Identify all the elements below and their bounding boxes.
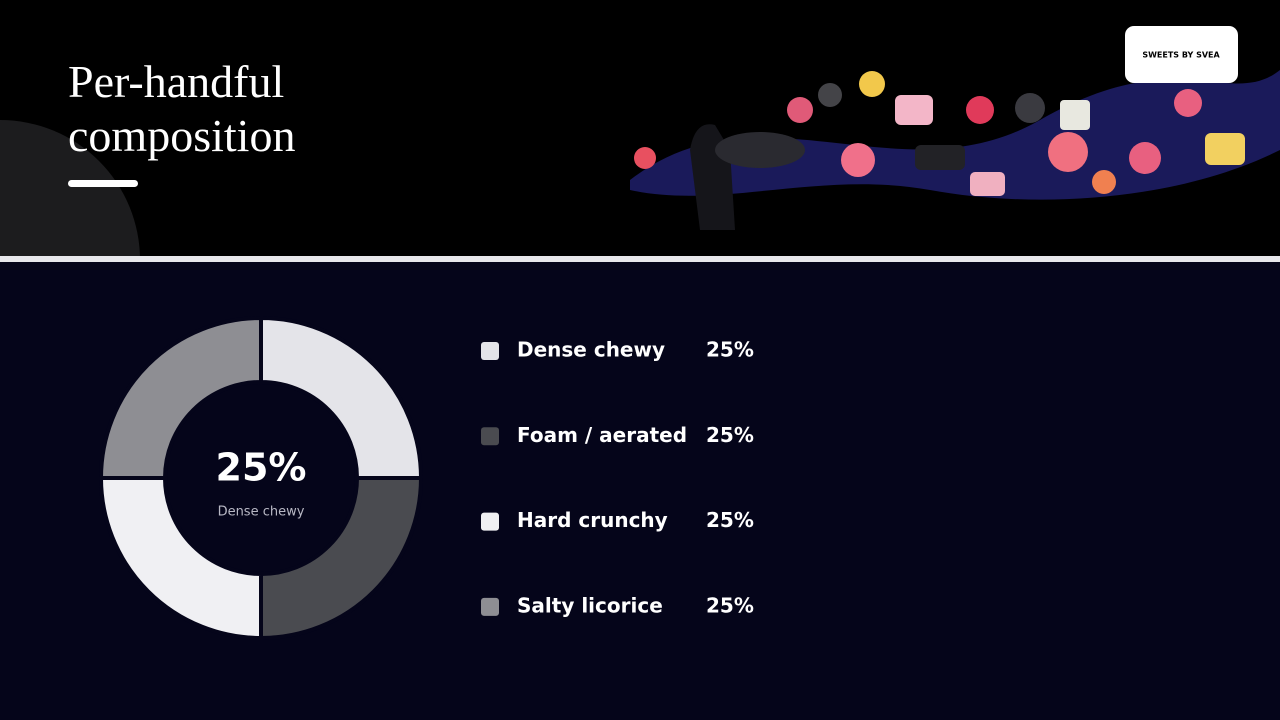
legend-label: Salty licorice xyxy=(517,593,663,617)
donut-segment xyxy=(98,315,263,480)
center-value: 25% xyxy=(216,446,307,490)
legend-label: Foam / aerated xyxy=(517,423,687,447)
legend-value: 25% xyxy=(706,508,754,532)
legend-value: 25% xyxy=(706,338,754,362)
donut-segment xyxy=(259,315,424,480)
legend-value: 25% xyxy=(706,423,754,447)
legend-swatch xyxy=(481,597,499,616)
donut-chart: Dense chewy 25% Foam / aerated 25% Hard crun… xyxy=(98,315,754,641)
legend-label: Hard crunchy xyxy=(517,508,668,532)
donut-segment xyxy=(98,476,263,641)
content-band xyxy=(0,262,1280,720)
center-label: Dense chewy xyxy=(218,505,305,520)
legend-label: Dense chewy xyxy=(517,338,665,362)
legend-swatch xyxy=(481,427,499,446)
divider xyxy=(0,256,1280,262)
logo: SWEETS BY SVEA xyxy=(1142,51,1220,60)
legend-swatch xyxy=(481,512,499,531)
donut-segment xyxy=(259,476,424,641)
chart-title: Per-handful composition xyxy=(68,56,295,161)
legend-value: 25% xyxy=(706,593,754,617)
legend-swatch xyxy=(481,342,499,360)
logo-box xyxy=(1125,26,1238,83)
candy-image xyxy=(630,70,1280,230)
title-underline xyxy=(68,180,138,187)
